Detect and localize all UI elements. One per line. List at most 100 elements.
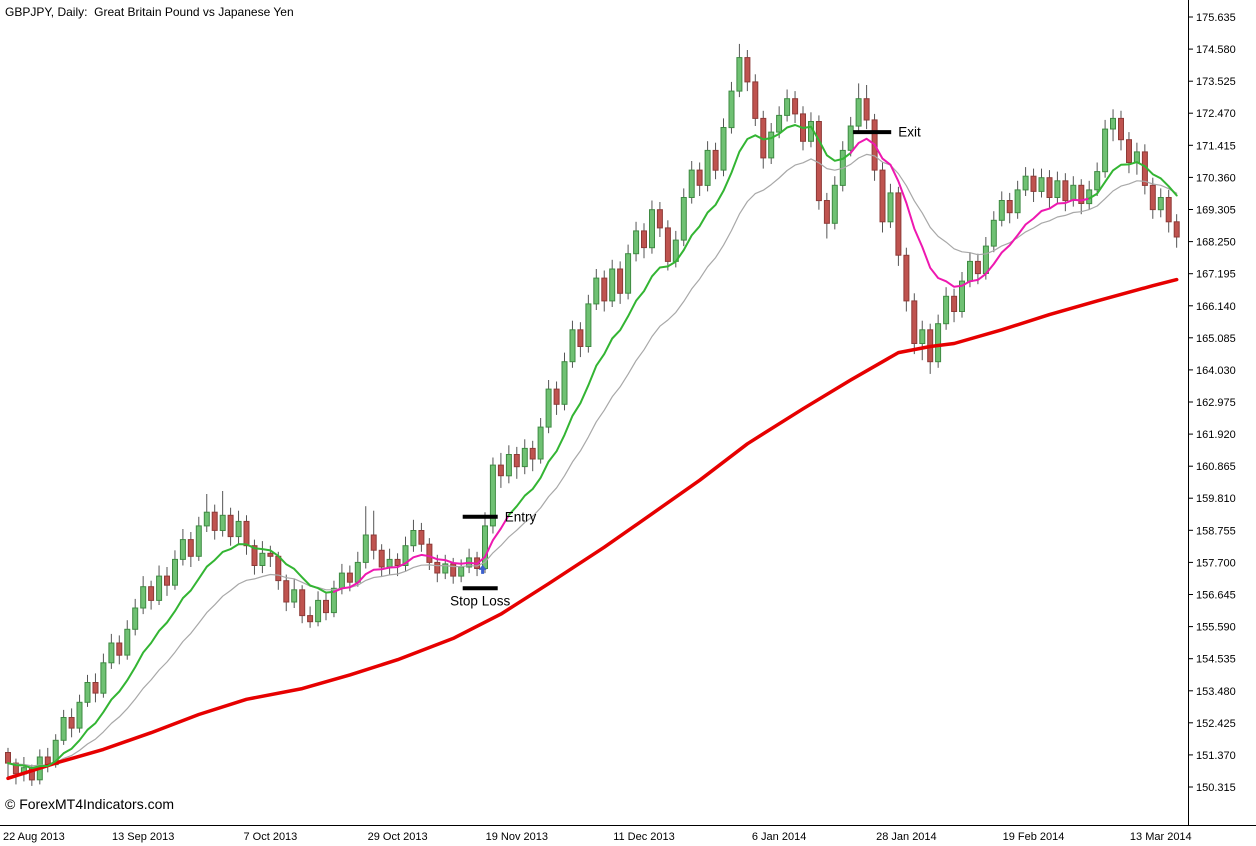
candle-body-down bbox=[903, 254, 910, 302]
candle-body-down bbox=[911, 300, 918, 344]
candle bbox=[410, 519, 417, 552]
candle-body-up bbox=[1133, 151, 1140, 163]
candle-body-up bbox=[545, 388, 552, 428]
candle-body-down bbox=[92, 682, 99, 694]
candle-body-up bbox=[203, 511, 210, 527]
stop-loss-marker[interactable]: Stop Loss bbox=[450, 564, 510, 608]
candle-body-down bbox=[879, 169, 886, 223]
candle-body-up bbox=[855, 98, 862, 127]
candle-body-up bbox=[943, 295, 950, 325]
candle bbox=[863, 85, 870, 130]
candle bbox=[513, 446, 520, 479]
candle bbox=[370, 510, 377, 560]
candle-body-up bbox=[1094, 171, 1101, 191]
candle bbox=[752, 74, 759, 126]
candle-body-down bbox=[116, 642, 123, 656]
candle-body-up bbox=[982, 245, 989, 275]
price-tick-label: 154.535 bbox=[1196, 654, 1236, 666]
candle bbox=[315, 591, 322, 627]
candle-body-down bbox=[553, 388, 560, 405]
candle-body-up bbox=[1070, 184, 1077, 202]
candle bbox=[696, 162, 703, 196]
trend-line-bullish bbox=[1088, 161, 1178, 200]
candle bbox=[1118, 110, 1124, 151]
watermark: © ForexMT4Indicators.com bbox=[5, 796, 175, 812]
slow-band-line bbox=[6, 277, 1179, 781]
candle-body-down bbox=[227, 514, 234, 538]
candle bbox=[664, 220, 671, 271]
candle-body-up bbox=[442, 563, 449, 574]
candle bbox=[179, 529, 186, 566]
entry-marker[interactable]: Entry bbox=[462, 509, 537, 524]
candle-body-up bbox=[505, 454, 512, 477]
trend-line-bullish bbox=[7, 543, 335, 770]
candle-body-up bbox=[100, 662, 107, 694]
candle-body-up bbox=[1038, 177, 1045, 192]
candle-body-down bbox=[1149, 184, 1156, 211]
candle bbox=[203, 494, 210, 532]
candle-body-down bbox=[1046, 177, 1053, 198]
price-tick-label: 164.030 bbox=[1196, 365, 1236, 377]
candle bbox=[251, 539, 258, 575]
candle bbox=[219, 491, 226, 537]
candle-body-down bbox=[823, 200, 830, 224]
candle bbox=[1110, 109, 1116, 142]
candle-body-down bbox=[187, 539, 194, 557]
candle-body-up bbox=[998, 200, 1005, 221]
candle bbox=[195, 516, 202, 561]
candle bbox=[545, 380, 552, 434]
candle bbox=[1014, 180, 1021, 219]
candle bbox=[784, 89, 791, 122]
date-label: 28 Jan 2014 bbox=[876, 831, 937, 843]
candle bbox=[299, 585, 306, 624]
candle bbox=[569, 320, 576, 368]
candle-body-up bbox=[458, 566, 465, 577]
candle bbox=[124, 620, 131, 660]
candle bbox=[211, 504, 218, 540]
price-axis[interactable]: 175.635 174.580 173.525 172.470 171.415 170.3… bbox=[1188, 12, 1236, 794]
candle-body-down bbox=[792, 98, 799, 115]
candle-body-up bbox=[140, 586, 147, 609]
candle-body-up bbox=[330, 587, 337, 614]
candle-body-down bbox=[418, 530, 425, 545]
price-tick-label: 167.195 bbox=[1196, 269, 1236, 281]
candle bbox=[1062, 173, 1069, 212]
candle bbox=[1046, 170, 1053, 209]
candle bbox=[1157, 188, 1164, 218]
candle bbox=[267, 545, 274, 567]
candle-body-down bbox=[164, 575, 170, 586]
price-tick-label: 150.315 bbox=[1196, 782, 1236, 794]
price-tick-label: 151.370 bbox=[1196, 750, 1236, 762]
time-axis[interactable]: 22 Aug 2013 13 Sep 2013 7 Oct 2013 29 Oct 2… bbox=[3, 831, 1192, 843]
candle bbox=[100, 653, 107, 698]
candle-body-up bbox=[649, 209, 655, 249]
candle bbox=[323, 592, 329, 621]
candle bbox=[394, 553, 401, 577]
candle bbox=[489, 457, 496, 534]
candle bbox=[156, 565, 163, 605]
candle-body-down bbox=[1126, 139, 1132, 163]
date-label: 11 Dec 2013 bbox=[613, 831, 675, 843]
candle-body-up bbox=[338, 572, 345, 589]
candle-body-up bbox=[537, 426, 544, 460]
candle-body-down bbox=[744, 57, 751, 83]
candle-body-up bbox=[1014, 189, 1021, 214]
candle bbox=[12, 758, 19, 785]
candle bbox=[704, 141, 711, 192]
candle bbox=[768, 123, 775, 164]
candle bbox=[1165, 189, 1172, 233]
candle-body-down bbox=[1062, 180, 1069, 202]
candle bbox=[330, 580, 337, 618]
candle bbox=[108, 633, 115, 669]
candle bbox=[418, 522, 425, 552]
exit-marker[interactable]: Exit bbox=[853, 125, 921, 140]
candle-body-down bbox=[378, 549, 385, 568]
candle bbox=[641, 223, 647, 259]
candle-body-down bbox=[1165, 197, 1172, 223]
candle bbox=[187, 532, 194, 567]
candle bbox=[951, 288, 958, 323]
candle-body-down bbox=[1078, 184, 1085, 205]
candle-body-up bbox=[593, 277, 600, 305]
candle bbox=[895, 186, 902, 266]
